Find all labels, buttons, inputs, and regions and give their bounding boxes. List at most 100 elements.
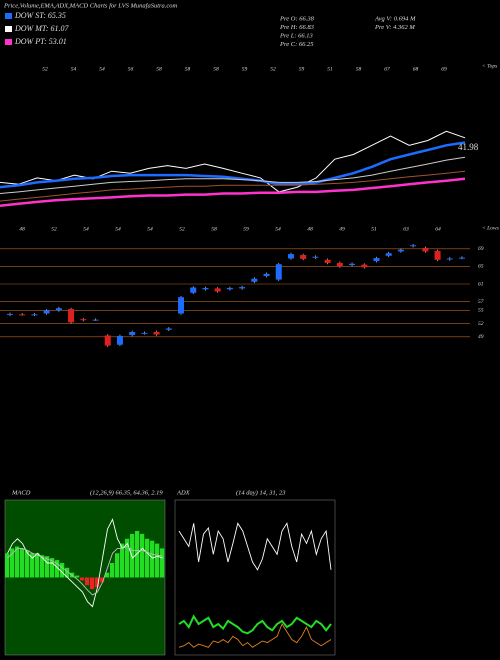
panel-title: MACD [11, 489, 31, 496]
candle-body [55, 308, 62, 311]
adx-line [178, 623, 332, 648]
candle-body [410, 245, 417, 247]
top-label: 52 [42, 66, 48, 72]
candle-body [7, 313, 13, 315]
low-label: 64 [435, 225, 441, 232]
candle-body [446, 258, 453, 260]
candle-body [275, 264, 282, 280]
macd-bar [105, 572, 110, 578]
macd-bar [75, 575, 80, 578]
legend-label: DOW PT: 53.01 [14, 37, 67, 46]
macd-bar [85, 577, 90, 586]
macd-bar [30, 553, 35, 578]
candle-body [226, 287, 233, 290]
macd-bar [5, 553, 10, 578]
candle-body [68, 309, 75, 323]
candle-body [385, 253, 392, 256]
chart-title: Price,Volume,EMA,ADX,MACD Charts for LVS… [3, 2, 178, 9]
top-label: 54 [99, 65, 105, 72]
candle-body [43, 310, 50, 314]
macd-bar [15, 546, 20, 578]
low-label: 54 [83, 225, 89, 232]
top-label: 58 [213, 66, 219, 72]
macd-bar [25, 550, 30, 578]
legend-swatch [5, 13, 12, 19]
macd-bar [35, 553, 40, 578]
low-label: 52 [51, 226, 57, 232]
macd-bar [40, 555, 45, 578]
candle-body [31, 314, 38, 316]
panel-subtitle: (14 day) 14, 31, 23 [236, 489, 286, 496]
candle-body [397, 249, 404, 252]
candle-body [178, 297, 185, 314]
candle-body [251, 278, 258, 282]
top-label: 68 [413, 66, 419, 72]
panel [174, 499, 336, 656]
legend-label: DOW ST: 65.35 [14, 11, 66, 20]
macd-bar [155, 543, 160, 578]
macd-line [7, 518, 163, 608]
y-tick-label: 57 [478, 299, 484, 305]
candle-body [104, 335, 111, 346]
candle-body [336, 262, 343, 267]
macd-bar [125, 538, 130, 578]
top-label: 58 [156, 66, 162, 72]
panel-subtitle: (12,26,9) 66.35, 64.36, 2.19 [90, 489, 163, 496]
macd-bar [150, 540, 155, 578]
candle-body [80, 319, 87, 321]
macd-bar [10, 548, 15, 578]
legend-swatch [5, 26, 12, 32]
low-label: 58 [211, 226, 217, 232]
macd-bar [60, 562, 65, 578]
y-tick-label: 55 [478, 308, 484, 314]
macd-bar [90, 577, 95, 590]
candle-body [165, 328, 172, 330]
panel-title: ADX [176, 489, 191, 496]
y-tick-label: 65 [478, 264, 484, 270]
top-label: 59 [299, 66, 305, 72]
low-label: 52 [179, 226, 185, 232]
macd-bar [115, 553, 120, 578]
adx-line [178, 614, 332, 635]
low-label: 48 [19, 225, 25, 232]
candle-body [190, 287, 197, 293]
low-label: 54 [115, 225, 121, 232]
candle-body [361, 264, 368, 268]
tops-label: < Tops [482, 63, 497, 69]
candle-body [287, 254, 294, 259]
top-label: 58 [356, 66, 362, 72]
macd-bar [65, 567, 70, 578]
candle-body [116, 335, 123, 345]
candle-body [349, 263, 356, 266]
macd-bar [45, 556, 50, 578]
low-label: 49 [339, 225, 345, 232]
ema-line [0, 170, 466, 202]
top-label: 69 [441, 66, 447, 72]
low-label: 54 [147, 225, 153, 232]
candle-body [239, 287, 246, 289]
top-label: 54 [71, 65, 77, 72]
macd-bar [145, 538, 150, 578]
ema-line [0, 130, 466, 193]
candle-body [373, 258, 380, 262]
candle-body [214, 288, 221, 292]
low-label: 51 [371, 226, 377, 232]
candle-body [312, 256, 319, 258]
low-label: 48 [307, 225, 313, 232]
macd-bar [100, 577, 105, 583]
ema-line [0, 156, 466, 194]
annotation: 41.98 [458, 142, 479, 152]
candle-body [263, 273, 270, 277]
legend-swatch [5, 39, 12, 45]
y-tick-label: 52 [478, 321, 484, 327]
macd-bar [50, 558, 55, 578]
macd-bar [120, 543, 125, 578]
macd-bar [95, 577, 100, 588]
macd-bar [55, 560, 60, 578]
info-text: Pre V: 4.362 M [374, 24, 415, 31]
candle-body [141, 332, 148, 334]
top-label: 52 [270, 66, 276, 72]
info-text: Avg V: 0.694 M [374, 15, 416, 22]
info-text: Pre L: 66.13 [279, 32, 314, 39]
